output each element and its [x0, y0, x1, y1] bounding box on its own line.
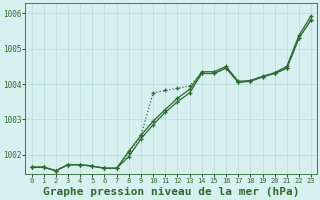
X-axis label: Graphe pression niveau de la mer (hPa): Graphe pression niveau de la mer (hPa)	[43, 187, 300, 197]
